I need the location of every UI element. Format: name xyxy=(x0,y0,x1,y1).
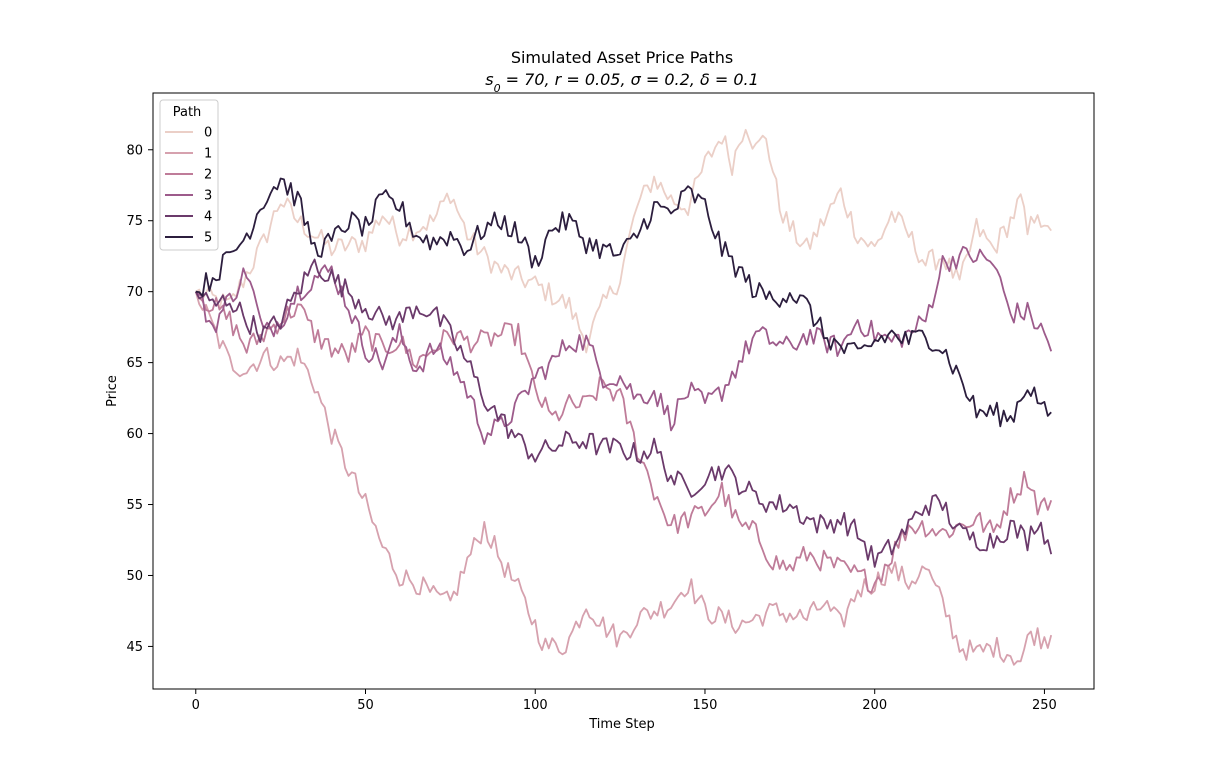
y-tick-label: 50 xyxy=(126,569,143,584)
series-line-2 xyxy=(195,291,1053,594)
y-tick-label: 60 xyxy=(126,427,143,442)
y-tick-label: 70 xyxy=(126,285,143,300)
series-line-1 xyxy=(194,291,1053,666)
y-tick-label: 80 xyxy=(126,143,143,158)
x-tick-label: 0 xyxy=(192,698,200,713)
x-axis: 0 50 100 150 200 250 xyxy=(192,689,1057,713)
legend-label-2: 2 xyxy=(204,168,212,183)
legend-label-3: 3 xyxy=(204,189,212,204)
legend-title: Path xyxy=(173,105,202,120)
series-line-5 xyxy=(195,177,1052,428)
y-axis: 45 50 55 60 65 70 75 80 xyxy=(126,143,153,655)
x-tick-label: 200 xyxy=(862,698,887,713)
legend-label-5: 5 xyxy=(204,231,212,246)
y-tick-label: 75 xyxy=(126,214,143,229)
legend-label-0: 0 xyxy=(204,126,212,141)
x-tick-label: 150 xyxy=(693,698,718,713)
x-tick-label: 250 xyxy=(1032,698,1057,713)
y-tick-label: 65 xyxy=(126,356,143,371)
x-axis-label: Time Step xyxy=(588,717,655,732)
x-tick-label: 50 xyxy=(357,698,374,713)
y-axis-label: Price xyxy=(105,375,120,407)
legend-label-1: 1 xyxy=(204,147,212,162)
x-tick-label: 100 xyxy=(523,698,548,713)
plot-frame xyxy=(152,92,1095,690)
plot-area xyxy=(152,92,1095,690)
legend-label-4: 4 xyxy=(204,210,212,225)
chart-title: Simulated Asset Price Paths xyxy=(511,48,733,67)
series-line-4 xyxy=(194,258,1053,568)
chart-subtitle: s0 = 70, r = 0.05, σ = 0.2, δ = 0.1 xyxy=(485,70,759,95)
y-tick-label: 55 xyxy=(126,498,143,513)
series-line-3 xyxy=(195,245,1053,445)
series-line-0 xyxy=(195,128,1052,354)
y-tick-label: 45 xyxy=(126,640,143,655)
